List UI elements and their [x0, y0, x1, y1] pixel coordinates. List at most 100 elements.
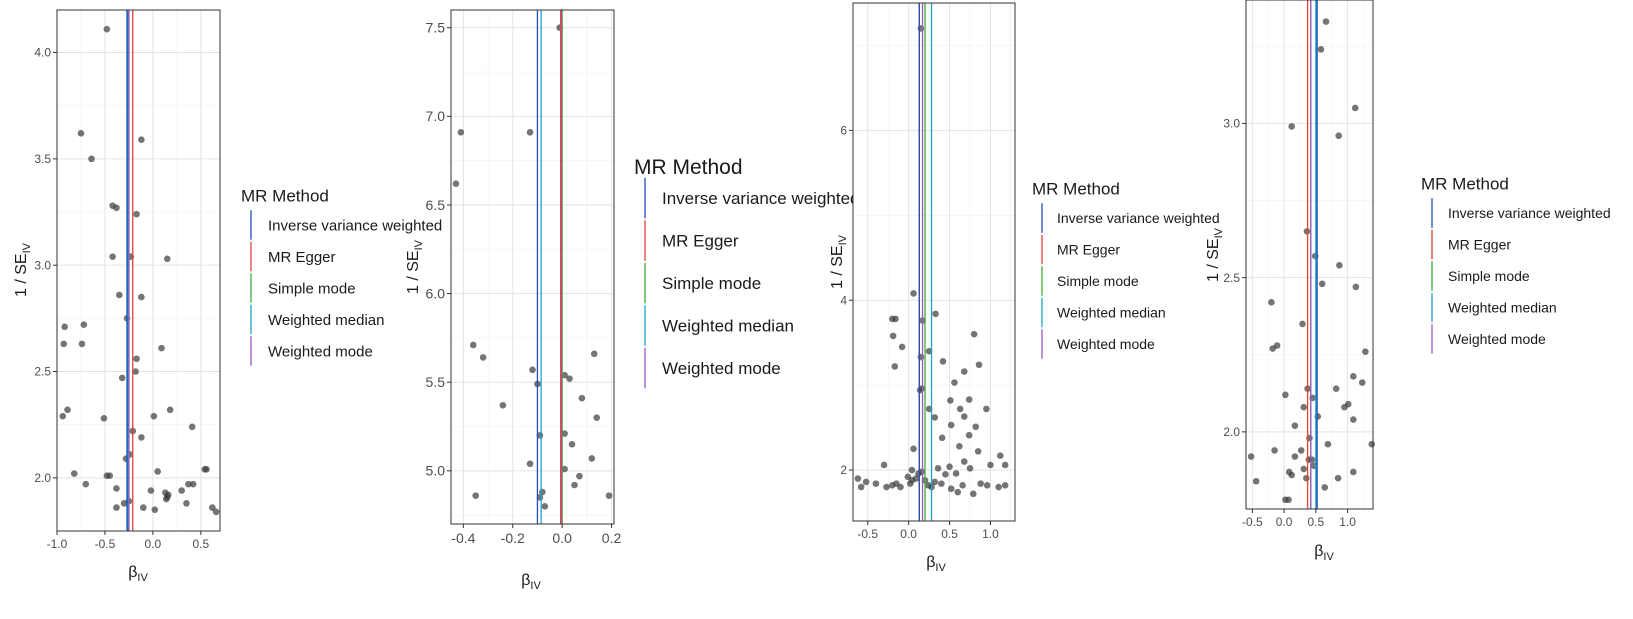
legend-label-weighted-mode: Weighted mode: [1057, 336, 1155, 352]
data-point: [1335, 132, 1343, 140]
data-point: [1358, 379, 1366, 386]
legend-label-inverse-variance-weighted: Inverse variance weighted: [662, 189, 860, 208]
data-point: [1344, 400, 1352, 408]
tick-labels: -1.0 -0.5 0.0 0.5 2.0 2.5 3.0 3.5 4.0: [34, 46, 209, 551]
legend-label-weighted-median: Weighted median: [662, 316, 794, 335]
y-axis-title: 1 / SEIV: [405, 239, 425, 294]
data-point: [469, 341, 477, 349]
data-point: [1336, 261, 1343, 269]
data-point: [1352, 283, 1360, 291]
y-tick-label: 6.5: [426, 197, 446, 213]
data-point: [972, 423, 980, 431]
data-point: [1350, 373, 1357, 380]
data-point: [113, 485, 120, 492]
legend-label-weighted-mode: Weighted mode: [662, 359, 781, 378]
data-point: [931, 414, 939, 421]
y-axis-title-text: 1 / SE: [829, 245, 846, 289]
data-point: [526, 460, 534, 468]
data-point: [1332, 385, 1340, 392]
data-point: [139, 504, 147, 511]
data-point: [138, 293, 145, 301]
minor-gridlines: [1246, 0, 1373, 510]
x-tick-label: 0.0: [552, 530, 572, 546]
legend-label-simple-mode: Simple mode: [1448, 268, 1530, 284]
data-point: [947, 485, 955, 493]
data-point: [970, 330, 978, 338]
data-point: [960, 368, 968, 375]
y-axis-title: 1 / SEIV: [829, 234, 849, 289]
y-tick-label: 7.5: [426, 20, 446, 36]
x-tick-label: 0.0: [900, 527, 917, 541]
data-point: [947, 397, 954, 404]
data-point: [166, 406, 174, 414]
x-tick-label: -0.5: [1242, 515, 1263, 529]
data-point: [1350, 468, 1357, 476]
data-point: [113, 504, 120, 511]
tick-labels: -0.4 -0.2 0.0 0.2 5.0 5.5 6.0 6.5 7.0 7.5: [426, 20, 622, 546]
data-point: [1269, 345, 1276, 352]
y-axis-title-text: 1 / SE: [13, 253, 30, 297]
legend: MR Method Inverse variance weighted MR Egg…: [1032, 180, 1220, 359]
data-point: [960, 458, 968, 465]
data-point: [590, 350, 598, 358]
plot-area: [451, 10, 614, 524]
data-point: [1317, 46, 1325, 53]
data-point: [209, 504, 216, 511]
legend-label-weighted-median: Weighted median: [1448, 299, 1557, 315]
data-point: [154, 468, 161, 475]
data-point: [910, 290, 917, 297]
data-point: [891, 363, 899, 370]
data-point: [189, 480, 197, 488]
data-point: [987, 461, 994, 469]
y-axis-title-subscript: IV: [21, 242, 33, 253]
data-point: [956, 442, 963, 450]
data-point: [100, 414, 108, 422]
y-tick-label: 6: [840, 124, 847, 138]
data-point: [183, 500, 190, 507]
x-axis-title: βIV: [521, 572, 541, 592]
x-axis-title-symbol: β: [926, 554, 935, 571]
data-point: [975, 361, 983, 369]
data-point: [118, 374, 126, 382]
x-tick-label: 1.0: [1339, 515, 1356, 529]
data-point: [954, 488, 962, 496]
data-point: [185, 480, 192, 488]
data-point: [1350, 416, 1357, 423]
method-lines: [1306, 0, 1318, 509]
y-tick-label: 7.0: [426, 108, 446, 124]
legend-label-weighted-median: Weighted median: [1057, 304, 1166, 320]
legend: MR Method Inverse variance weighted MR Egg…: [1421, 175, 1611, 354]
data-point: [880, 461, 888, 469]
data-point: [854, 475, 862, 482]
y-tick-label: 5.0: [426, 463, 446, 479]
data-point: [1001, 482, 1009, 489]
legend-label-simple-mode: Simple mode: [662, 274, 761, 293]
data-point: [479, 354, 487, 361]
panel-border: [56, 9, 221, 532]
y-tick-label: 4: [840, 293, 847, 307]
legend-label-inverse-variance-weighted: Inverse variance weighted: [1057, 210, 1220, 226]
data-point: [70, 470, 78, 477]
data-point: [906, 480, 914, 487]
y-tick-label: 6.0: [426, 285, 446, 301]
y-tick-label: 3.5: [34, 152, 51, 166]
y-tick-label: 3.0: [34, 258, 51, 272]
data-point: [952, 470, 960, 477]
data-point: [918, 385, 926, 392]
data-point: [995, 483, 1002, 491]
data-point: [974, 448, 982, 455]
x-axis-title: βIV: [128, 564, 148, 584]
data-point: [203, 466, 210, 473]
data-point: [977, 480, 984, 487]
data-point: [212, 508, 220, 516]
data-point: [1291, 453, 1299, 460]
data-point: [77, 130, 85, 137]
data-point: [80, 321, 88, 329]
data-point: [888, 482, 896, 489]
data-point: [947, 421, 955, 429]
data-point: [942, 470, 949, 478]
data-point: [1308, 456, 1316, 463]
data-point: [934, 465, 942, 472]
data-point: [188, 423, 196, 431]
data-point: [133, 210, 140, 218]
